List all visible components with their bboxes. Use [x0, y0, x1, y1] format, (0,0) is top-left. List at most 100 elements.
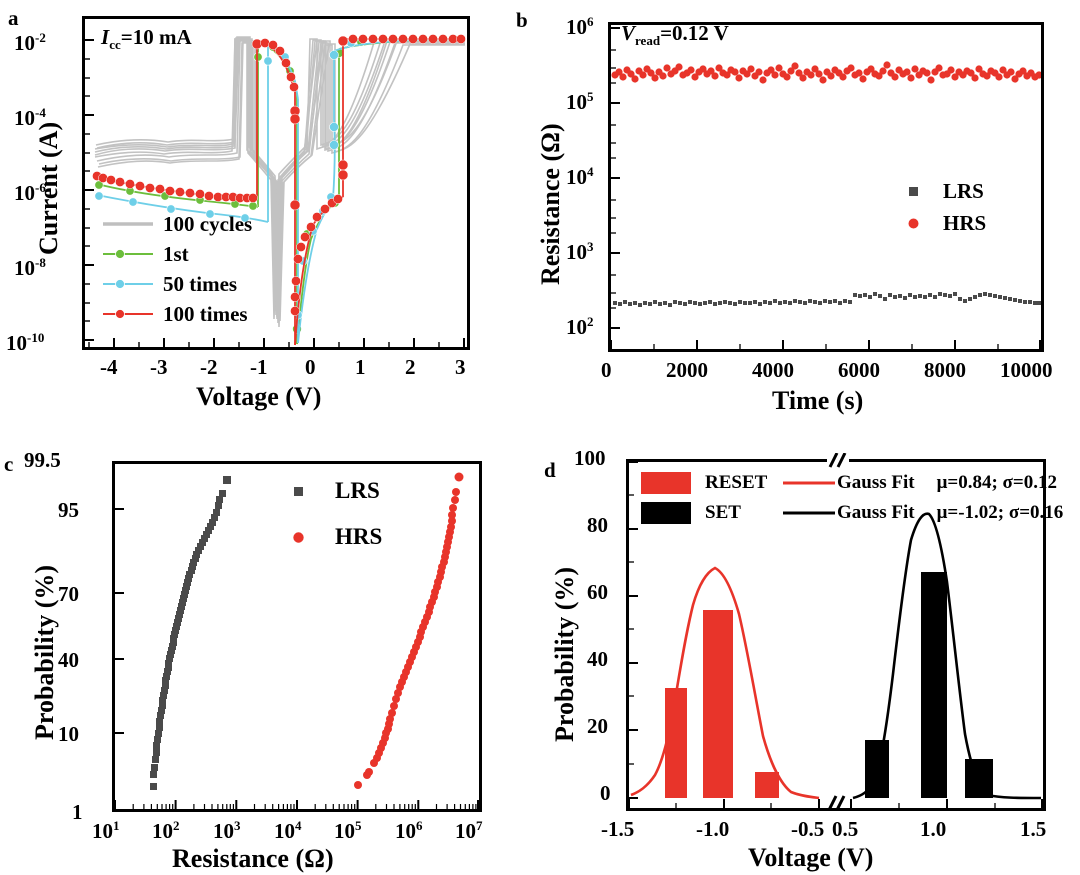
- panel-a-xtick-5: 1: [355, 355, 366, 379]
- legend-line-red: [103, 309, 153, 319]
- panel-d-set-bars: [865, 572, 993, 798]
- panel-d-axis-break-bottom: [827, 795, 846, 808]
- panel-c-ytick-1: 95: [58, 498, 79, 522]
- panel-b-xtick-5: 10000: [1000, 358, 1053, 382]
- panel-a-xtick-7: 3: [455, 355, 466, 379]
- panel-d-xtick-1: -1.0: [696, 817, 730, 841]
- panel-b-y-axis-title: Resistance (Ω): [536, 123, 565, 285]
- legend-line-cyan: [103, 279, 153, 289]
- panel-b: b Resistance (Ω) 106 105 104 103 102: [500, 0, 1080, 430]
- panel-c-xtick-2: 103: [213, 818, 241, 843]
- panel-c-xtick-3: 104: [274, 818, 302, 843]
- panel-c-legend-label-lrs: LRS: [335, 478, 380, 503]
- panel-b-xtick-3: 6000: [838, 358, 880, 382]
- panel-a-plot-area: [85, 19, 467, 347]
- panel-d-ytick-0: 100: [574, 446, 606, 470]
- panel-b-lrs-points: [613, 292, 1041, 307]
- panel-b-plot-frame: Vread=0.12 V LRS HRS: [608, 21, 1044, 352]
- panel-c-chart: [115, 472, 479, 809]
- panel-d-legend-fit-label-reset: Gauss Fit: [837, 472, 915, 493]
- panel-a: a Current (A) 10-2 10-4 10-6 10-8 10-10: [0, 0, 500, 430]
- panel-b-x-axis-title: Time (s): [772, 386, 864, 415]
- legend-line-green: [103, 249, 153, 259]
- panel-d-set-gauss-fit: [852, 512, 1042, 800]
- panel-b-hrs-points: [611, 61, 1041, 84]
- panel-b-xtick-1: 2000: [666, 358, 708, 382]
- legend-line-red-icon: [783, 481, 835, 485]
- panel-d-xtick-3: 0.5: [832, 817, 859, 841]
- panel-d-plot-frame: RESET Gauss Fit μ=0.84; σ=0.12 SET Gauss…: [626, 453, 1063, 811]
- panel-b-legend-item-hrs: HRS: [901, 207, 986, 239]
- legend-circle-red-icon: [908, 218, 919, 229]
- panel-c-ytick-4: 10: [58, 722, 79, 746]
- panel-d-reset-bars: [665, 610, 779, 798]
- legend-line-gray: [103, 222, 153, 226]
- panel-b-xtick-4: 8000: [924, 358, 966, 382]
- panel-a-xtick-1: -3: [150, 355, 168, 379]
- panel-a-ytick-4: 10-10: [6, 330, 45, 355]
- panel-c-xtick-4: 105: [334, 818, 362, 843]
- panel-d-ytick-1: 80: [587, 513, 608, 537]
- panel-a-x-axis-title: Voltage (V): [196, 382, 322, 411]
- panel-b-plot-area: [611, 25, 1041, 349]
- panel-a-ytick-2: 10-6: [14, 180, 46, 205]
- panel-d-legend-row-set: SET Gauss Fit μ=-1.02; σ=0.16: [641, 498, 1063, 528]
- panel-d-xtick-5: 1.5: [1020, 817, 1047, 841]
- panel-d-legend-stats-reset: μ=0.84; σ=0.12: [936, 472, 1057, 493]
- panel-c-legend-item-lrs: LRS: [285, 468, 382, 514]
- panel-b-ytick-4: 102: [566, 314, 594, 339]
- panel-a-ytick-3: 10-8: [14, 255, 46, 280]
- panel-b-xtick-0: 0: [601, 358, 612, 382]
- panel-c: c Probability (%) 99.5 95 70 40 10 1: [0, 430, 520, 875]
- panel-d-axis-break-top: [827, 453, 849, 469]
- panel-d-ytick-2: 60: [587, 580, 608, 604]
- axis-break-icon: [828, 453, 847, 468]
- panel-a-legend-item-3: 100 times: [101, 299, 252, 329]
- panel-a-xtick-3: -1: [250, 355, 268, 379]
- panel-c-hrs-points: [354, 472, 464, 789]
- panel-c-legend-label-hrs: HRS: [335, 524, 383, 549]
- panel-a-xtick-6: 2: [405, 355, 416, 379]
- panel-a-legend-item-0: 100 cycles: [101, 209, 252, 239]
- panel-c-xtick-6: 107: [455, 818, 483, 843]
- panel-b-annotation: Vread=0.12 V: [621, 21, 729, 49]
- panel-d-legend-swatch-set: [641, 502, 691, 524]
- legend-square-gray-icon: [294, 487, 303, 496]
- panel-b-legend-label-hrs: HRS: [943, 211, 987, 235]
- panel-b-ytick-0: 106: [566, 14, 594, 39]
- panel-d-y-axis-title: Probability (%): [550, 566, 579, 742]
- panel-c-x-axis-title: Resistance (Ω): [172, 844, 334, 873]
- panel-c-ytick-2: 70: [58, 582, 79, 606]
- panel-a-xtick-2: -2: [200, 355, 218, 379]
- panel-d-legend-row-reset: RESET Gauss Fit μ=0.84; σ=0.12: [641, 468, 1063, 498]
- panel-a-chart: [85, 34, 466, 347]
- panel-d: d Probability (%) 100 80 60 40 20 0: [520, 430, 1080, 875]
- panel-d-plot-area: [629, 462, 1043, 808]
- panel-d-ytick-4: 20: [587, 714, 608, 738]
- panel-b-xtick-2: 4000: [752, 358, 794, 382]
- legend-circle-red-icon: [293, 532, 304, 543]
- panel-c-plot-area: [115, 464, 479, 809]
- panel-c-letter: c: [4, 452, 14, 476]
- panel-b-ytick-1: 105: [566, 89, 594, 114]
- panel-d-ytick-3: 40: [587, 647, 608, 671]
- panel-a-legend-label-1: 1st: [163, 242, 189, 266]
- panel-c-legend-item-hrs: HRS: [285, 514, 382, 560]
- panel-b-ytick-2: 104: [566, 164, 594, 189]
- panel-b-legend: LRS HRS: [901, 175, 986, 239]
- panel-c-y-axis-title: Probability (%): [30, 564, 59, 740]
- panel-d-legend-fit-label-set: Gauss Fit: [837, 502, 915, 523]
- panel-b-chart: [611, 27, 1041, 349]
- panel-b-legend-item-lrs: LRS: [901, 175, 986, 207]
- panel-a-ytick-1: 10-4: [14, 105, 46, 130]
- panel-a-legend-label-3: 100 times: [163, 302, 248, 326]
- panel-a-letter: a: [8, 6, 19, 30]
- panel-b-letter: b: [516, 8, 528, 32]
- panel-d-reset-gauss-fit: [630, 566, 820, 800]
- panel-a-legend-label-0: 100 cycles: [163, 212, 253, 236]
- panel-d-letter: d: [544, 458, 556, 482]
- panel-a-plot-frame: Icc=10 mA 100 cycles 1st 50 times 100 ti…: [82, 16, 470, 350]
- panel-a-annotation: Icc=10 mA: [101, 25, 192, 53]
- panel-d-ytick-5: 0: [600, 781, 611, 805]
- panel-d-legend-stats-set: μ=-1.02; σ=0.16: [936, 502, 1064, 523]
